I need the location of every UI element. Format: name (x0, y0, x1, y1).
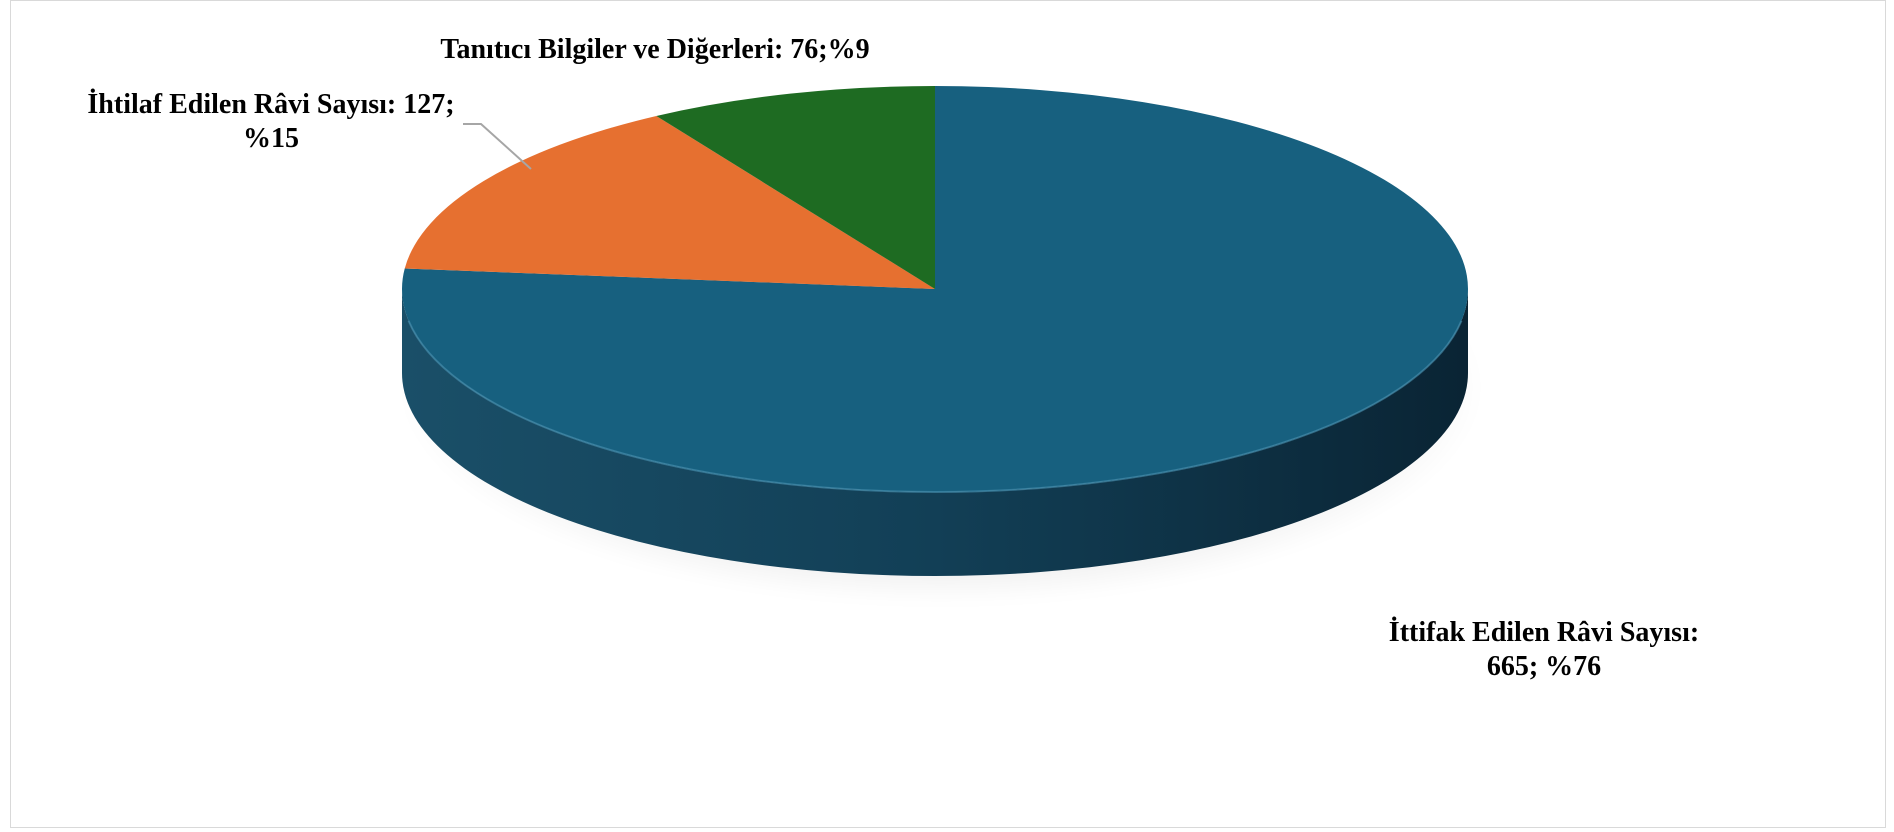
pie-side-1 (402, 289, 1468, 576)
pie-rim-highlight (407, 320, 1463, 493)
data-label-3: Tanıtıcı Bilgiler ve Diğerleri: 76;%9 (440, 34, 869, 65)
pie-side-walls (402, 289, 1468, 576)
chart-area: İttifak Edilen Râvi Sayısı: 665; %76 İhtil… (10, 0, 1886, 828)
data-label-line: İttifak Edilen Râvi Sayısı: (1389, 617, 1699, 648)
data-label-line: Tanıtıcı Bilgiler ve Diğerleri: 76;%9 (440, 34, 869, 65)
data-label-line: %15 (243, 123, 299, 154)
pie-top-faces (402, 86, 1468, 493)
leader-line (463, 123, 532, 170)
leader-lines (463, 123, 532, 170)
data-label-line: 665; %76 (1487, 651, 1601, 682)
pie-slice-3 (656, 86, 935, 289)
data-label-line: İhtilaf Edilen Râvi Sayısı: 127; (87, 89, 454, 120)
data-label-2: İhtilaf Edilen Râvi Sayısı: 127; %15 (87, 89, 454, 154)
data-label-1: İttifak Edilen Râvi Sayısı: 665; %76 (1389, 617, 1699, 682)
pie-chart: İttifak Edilen Râvi Sayısı: 665; %76 İhtil… (87, 34, 1699, 682)
pie-slice-2 (404, 115, 936, 289)
data-labels: İttifak Edilen Râvi Sayısı: 665; %76 İhtil… (87, 34, 1699, 682)
